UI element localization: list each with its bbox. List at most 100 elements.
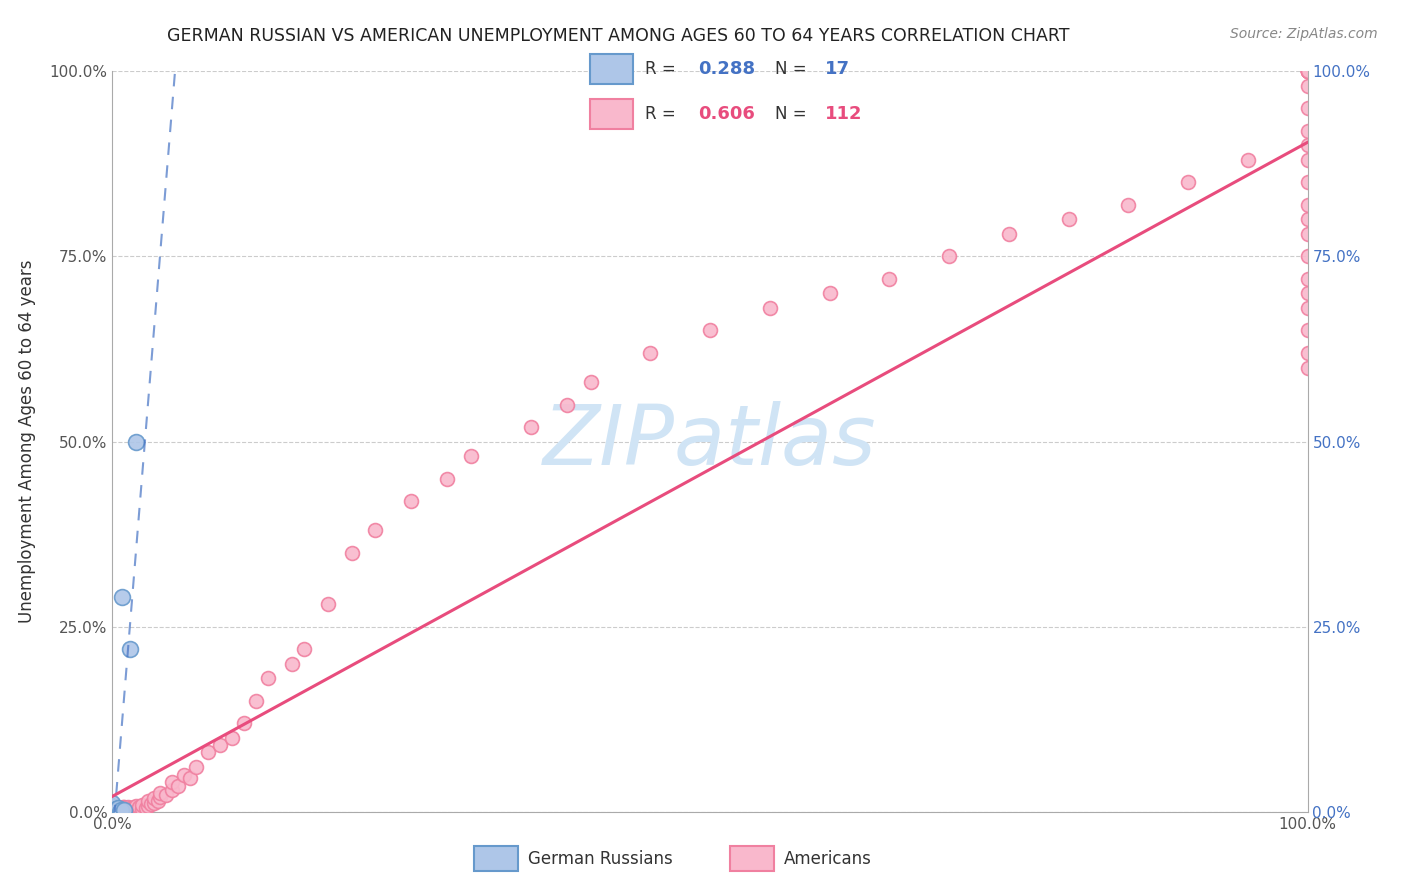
Point: [938, 250, 960, 264]
Point: [186, 760, 208, 774]
Point: [101, 803, 124, 817]
Text: 17: 17: [825, 60, 849, 78]
Text: 0.288: 0.288: [697, 60, 755, 78]
Point: [115, 804, 138, 818]
Point: [114, 803, 135, 817]
Point: [104, 803, 127, 817]
Text: ZIPatlas: ZIPatlas: [543, 401, 877, 482]
Point: [138, 794, 160, 808]
Point: [143, 796, 166, 810]
Point: [555, 398, 578, 412]
Point: [1296, 64, 1319, 78]
Point: [101, 802, 124, 816]
Point: [1296, 345, 1319, 359]
Point: [879, 271, 901, 285]
Point: [131, 802, 153, 816]
Point: [221, 731, 243, 745]
Point: [436, 471, 458, 485]
Point: [111, 803, 134, 817]
Text: R =: R =: [645, 105, 676, 123]
Point: [162, 775, 183, 789]
Point: [118, 803, 141, 817]
Point: [233, 715, 256, 730]
Point: [1296, 212, 1319, 227]
Point: [101, 805, 124, 819]
Point: [245, 694, 267, 708]
Text: 0.606: 0.606: [697, 105, 755, 123]
Point: [998, 227, 1021, 242]
Point: [125, 801, 148, 815]
Point: [1057, 212, 1080, 227]
Point: [125, 434, 148, 449]
FancyBboxPatch shape: [474, 847, 517, 871]
Point: [579, 376, 602, 390]
Point: [316, 598, 339, 612]
Point: [114, 799, 135, 814]
Point: [107, 803, 129, 817]
Point: [1296, 79, 1319, 94]
Point: [101, 805, 124, 819]
Point: [101, 798, 124, 813]
Point: [179, 772, 201, 786]
Point: [155, 789, 177, 803]
Point: [105, 803, 128, 817]
Point: [149, 789, 172, 804]
Point: [105, 804, 128, 818]
Point: [759, 301, 782, 316]
FancyBboxPatch shape: [589, 99, 633, 129]
Point: [1296, 360, 1319, 375]
Point: [1296, 64, 1319, 78]
Point: [1296, 286, 1319, 301]
Point: [1296, 250, 1319, 264]
Point: [107, 805, 129, 819]
Point: [281, 657, 304, 671]
Point: [138, 798, 160, 813]
Point: [1296, 64, 1319, 78]
Point: [1296, 138, 1319, 153]
Point: [1118, 197, 1140, 211]
Point: [209, 738, 232, 752]
Point: [114, 801, 136, 815]
Point: [257, 672, 280, 686]
Point: [125, 798, 148, 813]
Point: [1296, 64, 1319, 78]
Text: 112: 112: [825, 105, 862, 123]
Point: [146, 794, 169, 808]
FancyBboxPatch shape: [730, 847, 773, 871]
Point: [105, 801, 128, 815]
Point: [139, 797, 162, 812]
Point: [124, 803, 146, 817]
Text: Americans: Americans: [785, 849, 872, 868]
Point: [117, 800, 139, 814]
Text: N =: N =: [775, 105, 807, 123]
Point: [364, 524, 387, 538]
Point: [101, 800, 124, 814]
Point: [128, 803, 150, 817]
Point: [1177, 175, 1199, 190]
Point: [520, 419, 543, 434]
Point: [101, 803, 124, 817]
Point: [111, 590, 134, 604]
Point: [1296, 301, 1319, 316]
Point: [105, 805, 128, 819]
Point: [101, 796, 124, 810]
Point: [1296, 227, 1319, 242]
Point: [112, 803, 135, 817]
FancyBboxPatch shape: [589, 54, 633, 84]
Text: German Russians: German Russians: [529, 849, 672, 868]
Point: [114, 805, 135, 819]
Point: [115, 802, 138, 816]
Point: [117, 803, 139, 817]
Point: [114, 803, 135, 817]
Point: [114, 803, 136, 817]
Point: [1296, 197, 1319, 211]
Point: [111, 805, 134, 819]
Text: N =: N =: [775, 60, 807, 78]
Point: [122, 799, 145, 814]
Point: [110, 801, 132, 815]
Point: [120, 641, 142, 656]
Point: [149, 786, 172, 800]
Point: [135, 801, 157, 815]
Point: [818, 286, 841, 301]
Text: Source: ZipAtlas.com: Source: ZipAtlas.com: [1230, 27, 1378, 41]
